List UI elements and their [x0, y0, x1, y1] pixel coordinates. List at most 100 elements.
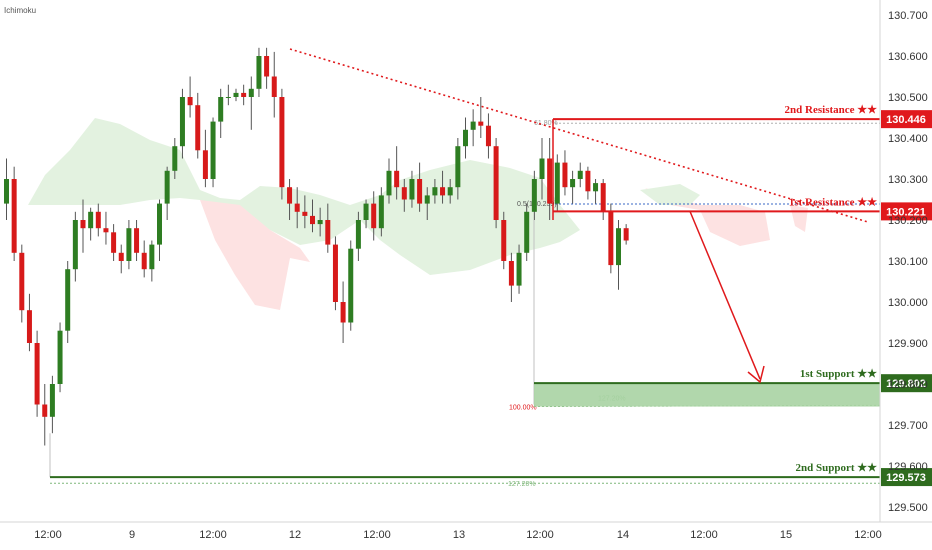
candle: [424, 187, 430, 220]
level-resistance-2[interactable]: 1st Resistance ★★ 130.221: [553, 196, 932, 221]
price-axis[interactable]: 130.700 130.600 130.500 130.400 130.300 130.2…: [888, 10, 928, 514]
fib-1272-label-b: 127.20%: [508, 481, 536, 488]
candle: [179, 88, 185, 159]
candle: [57, 322, 63, 393]
cloud-bull-area: [28, 118, 580, 275]
x-tick-label: 14: [617, 529, 629, 541]
level-resistance-1[interactable]: 2nd Resistance ★★ 130.446: [553, 104, 932, 129]
level-price-badge: [881, 202, 932, 221]
level-price-value: 130.446: [886, 114, 926, 126]
candle: [554, 154, 560, 212]
candle: [134, 220, 140, 261]
fib-half-label: 0.5(130.239): [517, 201, 557, 208]
candle: [508, 252, 514, 302]
candle: [600, 179, 606, 220]
candle: [570, 170, 576, 204]
projection-arrow-head: [747, 365, 765, 384]
candle: [195, 92, 201, 159]
candle: [378, 187, 384, 237]
candle: [4, 158, 9, 220]
x-tick-label: 15: [780, 529, 792, 541]
candle: [547, 138, 553, 220]
y-tick-label: 130.400: [888, 133, 928, 145]
candle: [210, 117, 216, 188]
candle: [42, 384, 48, 446]
candle: [11, 166, 17, 261]
candle: [256, 47, 262, 97]
x-tick-label: 12:00: [34, 529, 62, 541]
descending-trendline: [289, 48, 869, 223]
candle: [157, 199, 162, 261]
candle: [279, 88, 285, 200]
candle: [524, 203, 530, 261]
level-label: 2nd Resistance ★★: [785, 104, 878, 116]
candle: [72, 211, 78, 282]
indicator-label: Ichimoku: [4, 6, 36, 15]
candle: [172, 138, 178, 179]
candle: [202, 129, 208, 188]
x-tick-label: 12:00: [690, 529, 718, 541]
level-support-4[interactable]: 2nd Support ★★ 129.573: [50, 462, 932, 487]
y-tick-label: 130.200: [888, 215, 928, 227]
level-price-badge: [881, 468, 932, 487]
y-tick-label: 129.500: [888, 502, 928, 514]
candle: [49, 375, 55, 434]
candle: [401, 179, 407, 212]
level-label: 2nd Support ★★: [796, 462, 878, 474]
candle: [65, 261, 71, 343]
candle: [225, 84, 231, 106]
level-price-value: 129.802: [886, 378, 926, 390]
candle: [432, 179, 438, 204]
y-tick-label: 130.500: [888, 92, 928, 104]
candle: [531, 170, 537, 220]
y-tick-label: 130.600: [888, 51, 928, 63]
candle: [463, 117, 468, 159]
candle: [501, 211, 507, 270]
fib-100-label: 100.00%: [509, 405, 537, 412]
y-tick-label: 130.700: [888, 10, 928, 22]
candle: [141, 240, 147, 278]
level-price-value: 130.221: [886, 206, 926, 218]
candle: [516, 244, 522, 294]
level-price-badge: [881, 110, 932, 129]
x-tick-label: 12:00: [526, 529, 554, 541]
fib-618-label: 61.80%: [534, 120, 558, 127]
candle: [264, 47, 270, 89]
candle: [493, 138, 499, 229]
candle: [608, 203, 614, 274]
candle: [447, 179, 453, 204]
y-tick-label: 130.100: [888, 256, 928, 268]
x-tick-label: 9: [129, 529, 135, 541]
candle: [118, 244, 124, 274]
candle: [593, 179, 599, 204]
candle: [111, 224, 117, 261]
candle: [248, 76, 254, 130]
candles: [4, 47, 629, 446]
candle: [126, 220, 132, 270]
level-label: 1st Resistance ★★: [789, 196, 877, 208]
candle: [19, 244, 25, 323]
cloud-bear-area: [200, 200, 310, 310]
candle: [164, 166, 170, 220]
candle: [26, 293, 32, 352]
x-tick-label: 12:00: [854, 529, 882, 541]
time-axis[interactable]: 12:00 9 12:00 12 12:00 13 12:00 14 12:00 15 12:00: [34, 529, 882, 541]
candle: [455, 138, 461, 200]
candle: [577, 162, 583, 188]
candle: [417, 162, 423, 212]
candle: [340, 281, 346, 343]
candle: [355, 211, 361, 261]
candle: [218, 88, 224, 138]
candle: [80, 199, 86, 253]
candle: [394, 146, 400, 200]
candle: [478, 97, 484, 138]
level-price-badge: [881, 374, 932, 393]
level-support-3[interactable]: 1st Support ★★ 129.802: [534, 368, 932, 393]
candle: [539, 138, 545, 200]
candle: [623, 224, 629, 245]
projection-arrow: [689, 211, 765, 384]
key-levels: 2nd Resistance ★★ 130.446 1st Resistance ★…: [50, 104, 932, 487]
candle: [317, 207, 323, 237]
